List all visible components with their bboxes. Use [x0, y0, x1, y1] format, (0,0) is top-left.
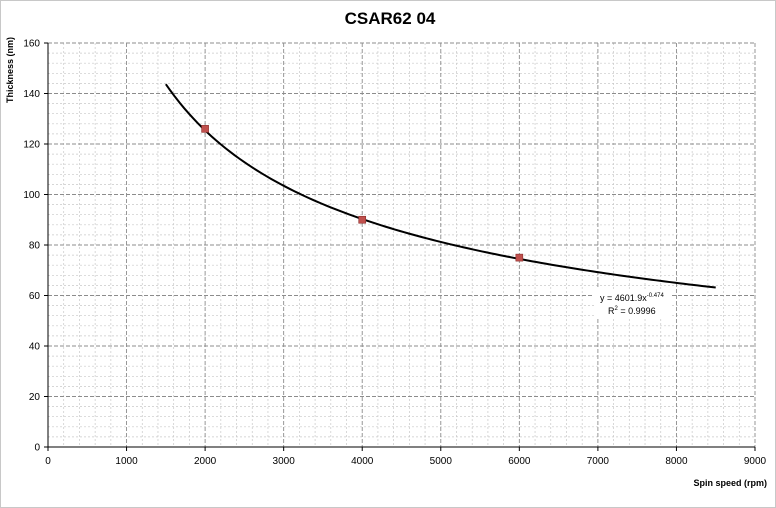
- x-tick-label: 2000: [194, 456, 217, 467]
- chart-title: CSAR62 04: [345, 9, 436, 28]
- x-tick-labels: 0 1000 2000 3000 4000 5000 6000 7000 8000 9000: [45, 456, 766, 467]
- axes: [44, 42, 756, 451]
- equation-background: [594, 289, 670, 317]
- x-tick-label: 3000: [273, 456, 296, 467]
- equation-text: y = 4601.9x-0.474: [600, 293, 664, 303]
- trendline-equation: y = 4601.9x-0.474 R2 = 0.9996: [594, 289, 670, 317]
- x-tick-label: 6000: [508, 456, 531, 467]
- data-point: [515, 253, 524, 262]
- y-tick-label: 60: [29, 291, 41, 302]
- data-point: [358, 215, 367, 224]
- power-trendline: [165, 83, 716, 289]
- equation-exponent: -0.474: [647, 293, 665, 299]
- x-tick-label: 5000: [430, 456, 453, 467]
- x-tick-label: 4000: [351, 456, 374, 467]
- y-tick-label: 80: [29, 241, 41, 252]
- r-squared-base: R: [608, 306, 615, 316]
- x-tick-label: 0: [45, 456, 51, 467]
- x-tick-label: 8000: [665, 456, 688, 467]
- x-tick-label: 7000: [587, 456, 610, 467]
- y-axis-label: Thickness (nm): [5, 37, 15, 103]
- x-axis-label: Spin speed (rpm): [693, 478, 767, 488]
- trendline-group: [165, 83, 716, 289]
- r-squared-value: = 0.9996: [618, 306, 656, 316]
- y-tick-label: 120: [23, 140, 40, 151]
- data-point: [201, 125, 209, 133]
- equation-base: y = 4601.9x: [600, 293, 647, 303]
- x-tick-label: 1000: [115, 456, 138, 467]
- y-tick-label: 100: [23, 190, 40, 201]
- y-tick-label: 20: [29, 392, 41, 403]
- r-squared-text: R2 = 0.9996: [608, 306, 656, 316]
- y-tick-label: 160: [23, 39, 40, 50]
- y-tick-label: 140: [23, 89, 40, 100]
- x-tick-label: 9000: [744, 456, 767, 467]
- y-tick-label: 40: [29, 342, 41, 353]
- y-tick-label: 0: [34, 443, 40, 454]
- data-points: [201, 125, 524, 262]
- r-squared-exponent: 2: [615, 306, 619, 312]
- y-tick-labels: 0 20 40 60 80 100 120 140 160: [23, 39, 40, 454]
